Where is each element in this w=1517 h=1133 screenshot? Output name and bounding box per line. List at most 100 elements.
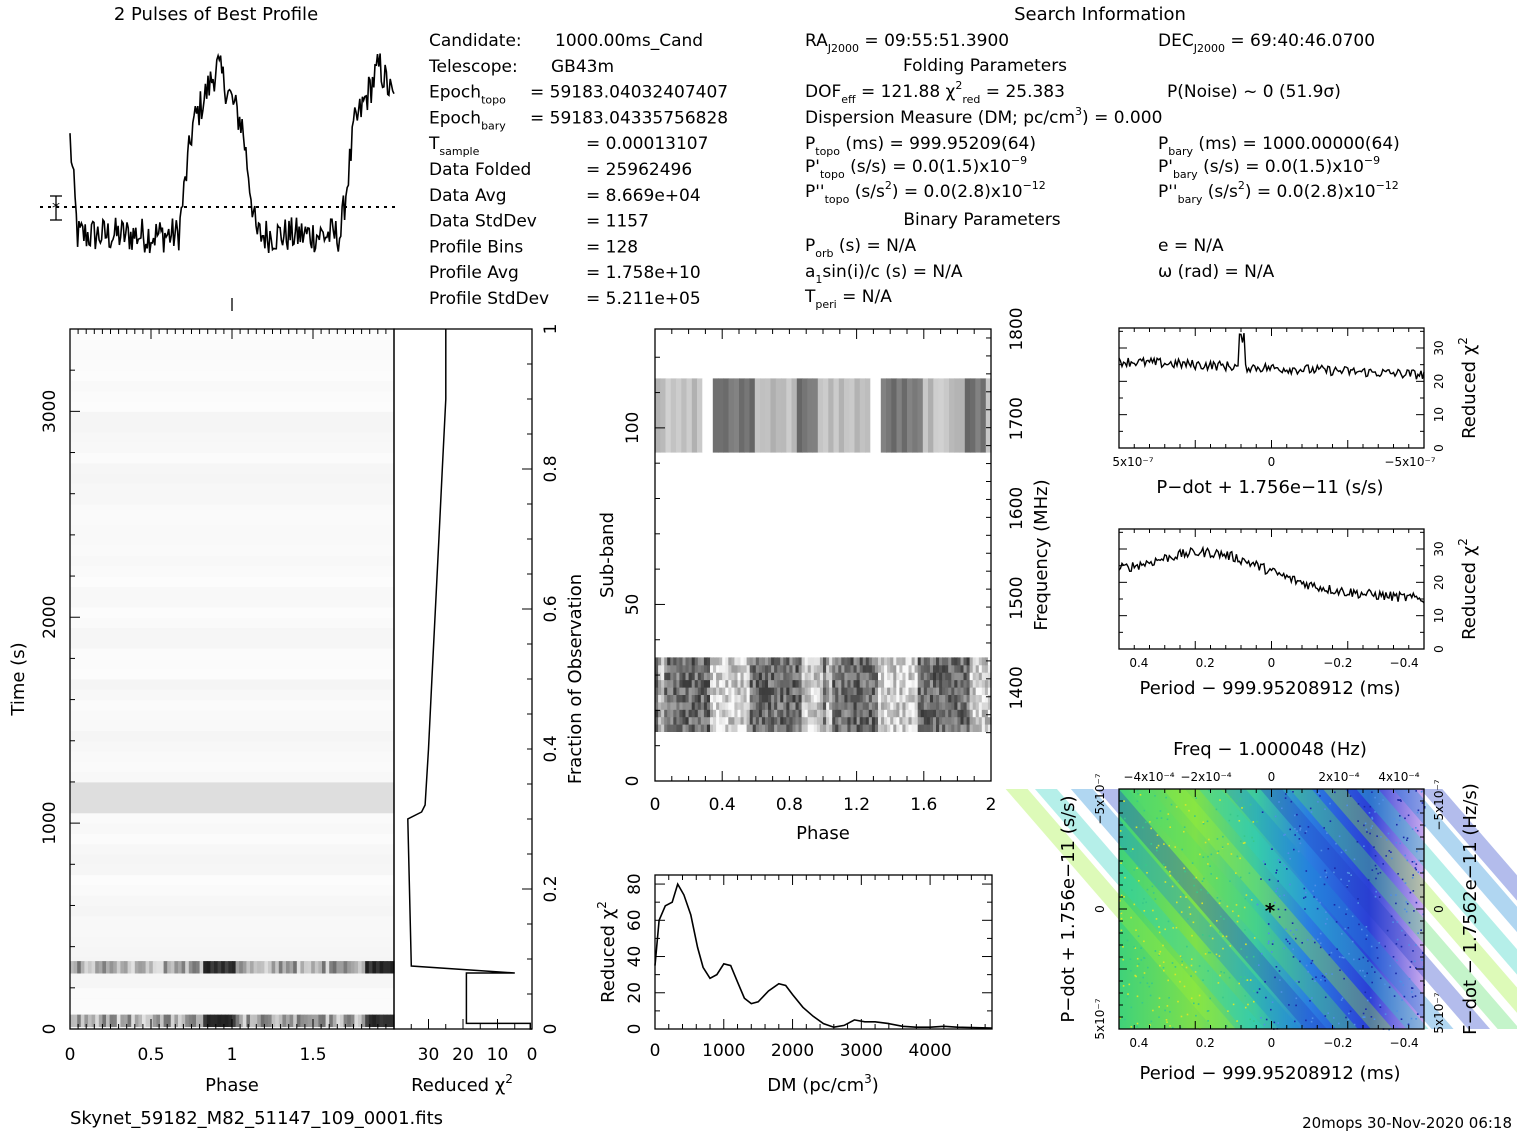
time-phase-cell: [196, 1014, 201, 1027]
subband-cell: [673, 701, 677, 710]
subband-cell: [835, 701, 839, 710]
subband-cell: [710, 724, 714, 732]
period-pdot-speck: [1222, 996, 1224, 999]
time-phase-cell: [286, 1014, 291, 1027]
subband-cell: [743, 724, 748, 732]
subband-cell: [920, 657, 925, 666]
period-pdot-speck: [1423, 824, 1426, 827]
subband-cell: [893, 657, 897, 666]
time-phase-cell: [293, 961, 298, 974]
subband-cell: [703, 672, 708, 681]
subband-cell: [920, 664, 925, 673]
subband-cell: [716, 716, 720, 725]
subband-cell: [752, 679, 757, 688]
subband-cell: [828, 378, 835, 453]
period-pdot-speck: [1283, 864, 1286, 867]
period-pdot-speck: [1133, 869, 1135, 871]
subband-cell: [667, 672, 671, 681]
subband-cell: [676, 724, 681, 732]
period-pdot-speck: [1126, 939, 1129, 942]
subband-cell: [723, 378, 730, 453]
subband-cell: [917, 694, 922, 703]
period-pdot-speck: [1275, 872, 1277, 874]
period-pdot-speck: [1296, 813, 1298, 816]
period-pdot-speck: [1185, 896, 1187, 898]
subband-cell: [771, 709, 775, 718]
subband-cell: [755, 724, 760, 732]
time-phase-cell: [77, 961, 82, 974]
period-pdot-speck: [1421, 802, 1424, 804]
info-label: Candidate:: [429, 31, 522, 51]
subband-cell: [749, 709, 754, 718]
subband-cell: [743, 694, 748, 703]
subband-cell: [740, 664, 745, 673]
period-pdot-speck: [1271, 951, 1273, 953]
subband-cell: [945, 657, 949, 666]
subband-cell: [719, 664, 723, 673]
subband-cell: [911, 657, 916, 666]
subband-cell: [893, 709, 897, 718]
subband-cell: [929, 724, 934, 732]
subband-cell: [813, 709, 818, 718]
subband-cell: [929, 672, 934, 681]
subband-cell: [771, 657, 775, 666]
subband-cell: [804, 687, 809, 695]
subband-cell: [975, 716, 980, 725]
time-phase-cell: [386, 1014, 391, 1027]
subband-cell: [688, 709, 693, 718]
subband-cell: [826, 724, 830, 732]
period-pdot-speck: [1183, 826, 1186, 828]
period-pdot-speck: [1165, 1019, 1168, 1021]
pdtopo-line: P'topo (s/s) = 0.0(1.5)x10−9: [805, 154, 1027, 181]
period-pdot-speck: [1238, 982, 1240, 985]
subband-cell: [844, 657, 849, 666]
period-pdot-speck: [1290, 800, 1293, 803]
period-pdot-speck: [1288, 1004, 1290, 1006]
subband-cell: [719, 709, 723, 718]
time-phase-row: [70, 843, 394, 855]
subband-cell: [697, 679, 702, 688]
time-phase-xtick-label: 1: [227, 1045, 238, 1065]
period-pdot-speck: [1350, 874, 1352, 876]
period-pdot-speck: [1363, 805, 1366, 808]
period-pdot-speck: [1143, 972, 1146, 974]
period-pdot-speck: [1314, 980, 1316, 982]
subband-cell: [933, 679, 937, 688]
period-pdot-speck: [1169, 870, 1171, 873]
dm-ytick-label: 40: [625, 946, 645, 968]
subband-cell: [942, 716, 946, 725]
subband-cell: [679, 687, 684, 695]
period-pdot-speck: [1305, 870, 1308, 872]
subband-cell: [856, 664, 861, 673]
subband-cell: [710, 679, 714, 688]
period-pdot-speck: [1363, 824, 1365, 827]
subband-cell: [706, 664, 711, 673]
time-phase-cell: [268, 1014, 273, 1027]
period-pdot-speck: [1195, 1014, 1197, 1017]
info-label: Tsample: [428, 134, 480, 158]
time-phase-cell: [127, 961, 132, 974]
info-label: Telescope:: [428, 57, 518, 77]
period-pdot-speck: [1185, 966, 1188, 969]
period-pdot-speck: [1244, 995, 1246, 997]
period-pdot-speck: [1324, 808, 1326, 810]
subband-cell: [978, 657, 983, 666]
time-phase-cell: [170, 1014, 175, 1027]
subband-cell: [777, 657, 781, 666]
subband-cell: [856, 694, 861, 703]
period-pdot-speck: [1304, 908, 1306, 910]
subband-cell: [844, 716, 849, 725]
period-pdot-speck: [1409, 966, 1412, 968]
subband-cell: [798, 716, 803, 725]
time-phase-cell: [217, 961, 222, 974]
subband-cell: [765, 694, 769, 703]
period-pdot-speck: [1299, 825, 1301, 827]
time-phase-row: [70, 730, 394, 742]
subband-cell: [896, 664, 900, 673]
subband-cell: [835, 724, 839, 732]
subband-cell: [725, 672, 729, 681]
period-pdot-speck: [1390, 894, 1392, 896]
subband-cell: [737, 664, 742, 673]
period-pdot-speck: [1168, 997, 1170, 999]
